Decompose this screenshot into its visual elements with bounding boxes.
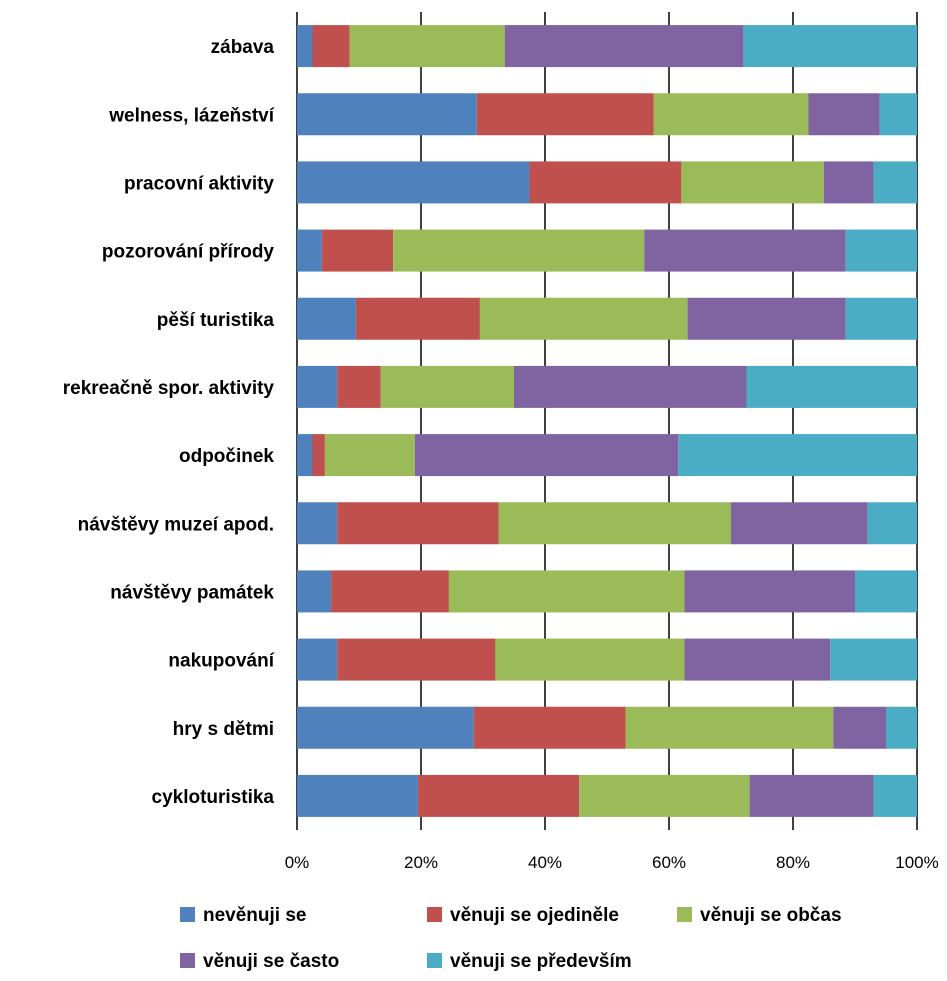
category-label: rekreačně spor. aktivity bbox=[63, 378, 275, 399]
bar-segment bbox=[579, 774, 750, 817]
bar-segment bbox=[297, 93, 477, 136]
bar-segment bbox=[297, 161, 530, 204]
bar-segment bbox=[337, 365, 381, 408]
x-tick-labels: 0% 20% 40% 60% 80% 100% bbox=[285, 853, 939, 872]
bar-segment bbox=[297, 638, 338, 681]
bar-segment bbox=[731, 502, 868, 545]
legend-swatch bbox=[427, 953, 442, 968]
x-tick-label: 20% bbox=[404, 853, 438, 872]
bar-segment bbox=[297, 365, 338, 408]
bar-segment bbox=[337, 502, 499, 545]
legend-swatch bbox=[427, 907, 442, 922]
bar-segment bbox=[297, 774, 418, 817]
bar-segment bbox=[495, 638, 685, 681]
category-label: pěší turistika bbox=[157, 310, 275, 331]
bar-segment bbox=[746, 365, 917, 408]
category-label: návštěvy památek bbox=[110, 582, 274, 603]
category-labels: zábava welness, lázeňství pracovní aktivit… bbox=[63, 37, 275, 808]
x-tick-label: 0% bbox=[285, 853, 310, 872]
bar-segment bbox=[684, 638, 831, 681]
bar-segment bbox=[297, 25, 313, 68]
bar-segment bbox=[625, 706, 834, 749]
bar-segment bbox=[297, 502, 338, 545]
bar-segment bbox=[498, 502, 731, 545]
gridlines bbox=[296, 12, 918, 830]
x-tick-label: 60% bbox=[652, 853, 686, 872]
bars bbox=[297, 25, 917, 817]
bar-segment bbox=[830, 638, 917, 681]
bar-segment bbox=[873, 161, 917, 204]
bar-segment bbox=[743, 25, 917, 68]
legend-label: věnuji se často bbox=[203, 951, 339, 972]
bar-segment bbox=[845, 229, 917, 272]
bar-segment bbox=[312, 434, 325, 477]
legend-label: nevěnuji se bbox=[203, 905, 307, 926]
bar-segment bbox=[824, 161, 874, 204]
bar-segment bbox=[529, 161, 682, 204]
x-tick-label: 80% bbox=[776, 853, 810, 872]
bar-segment bbox=[873, 774, 917, 817]
bar-segment bbox=[448, 570, 685, 613]
bar-segment bbox=[476, 93, 654, 136]
category-label: návštěvy muzeí apod. bbox=[78, 514, 274, 535]
category-label: cykloturistika bbox=[152, 787, 275, 808]
bar-segment bbox=[855, 570, 917, 613]
bar-segment bbox=[321, 229, 394, 272]
bar-segment bbox=[808, 93, 880, 136]
bar-segment bbox=[297, 706, 474, 749]
bar-segment bbox=[749, 774, 874, 817]
category-label: nakupování bbox=[168, 651, 274, 672]
legend-label: věnuji se ojediněle bbox=[450, 905, 619, 926]
bar-segment bbox=[653, 93, 809, 136]
category-label: pozorování přírody bbox=[102, 242, 275, 263]
bar-segment bbox=[886, 706, 917, 749]
bar-segment bbox=[337, 638, 496, 681]
legend-label: věnuji se především bbox=[450, 951, 632, 972]
bar-segment bbox=[312, 25, 350, 68]
legend-swatch bbox=[180, 907, 195, 922]
bar-segment bbox=[380, 365, 514, 408]
legend-label: věnuji se občas bbox=[700, 905, 842, 926]
bar-segment bbox=[504, 25, 744, 68]
bar-segment bbox=[473, 706, 626, 749]
bar-segment bbox=[684, 570, 855, 613]
bar-segment bbox=[644, 229, 846, 272]
bar-segment bbox=[833, 706, 886, 749]
category-label: odpočinek bbox=[179, 446, 274, 467]
category-label: zábava bbox=[211, 37, 275, 58]
bar-segment bbox=[514, 365, 747, 408]
x-tick-label: 40% bbox=[528, 853, 562, 872]
bar-segment bbox=[879, 93, 917, 136]
bar-segment bbox=[297, 434, 313, 477]
bar-segment bbox=[393, 229, 645, 272]
bar-segment bbox=[324, 434, 415, 477]
bar-segment bbox=[349, 25, 505, 68]
bar-segment bbox=[845, 297, 917, 340]
x-tick-label: 100% bbox=[895, 853, 938, 872]
bar-segment bbox=[297, 229, 322, 272]
bar-segment bbox=[331, 570, 449, 613]
category-label: welness, lázeňství bbox=[108, 105, 274, 126]
bar-segment bbox=[867, 502, 917, 545]
bar-segment bbox=[297, 570, 332, 613]
bar-segment bbox=[414, 434, 679, 477]
legend-swatch bbox=[677, 907, 692, 922]
category-label: hry s dětmi bbox=[173, 719, 274, 740]
bar-segment bbox=[417, 774, 580, 817]
bar-segment bbox=[687, 297, 846, 340]
legend: nevěnuji se věnuji se ojediněle věnuji se … bbox=[180, 905, 842, 972]
bar-segment bbox=[297, 297, 356, 340]
bar-segment bbox=[479, 297, 688, 340]
bar-segment bbox=[678, 434, 917, 477]
bar-segment bbox=[681, 161, 824, 204]
legend-swatch bbox=[180, 953, 195, 968]
bar-segment bbox=[355, 297, 480, 340]
category-label: pracovní aktivity bbox=[124, 173, 274, 194]
